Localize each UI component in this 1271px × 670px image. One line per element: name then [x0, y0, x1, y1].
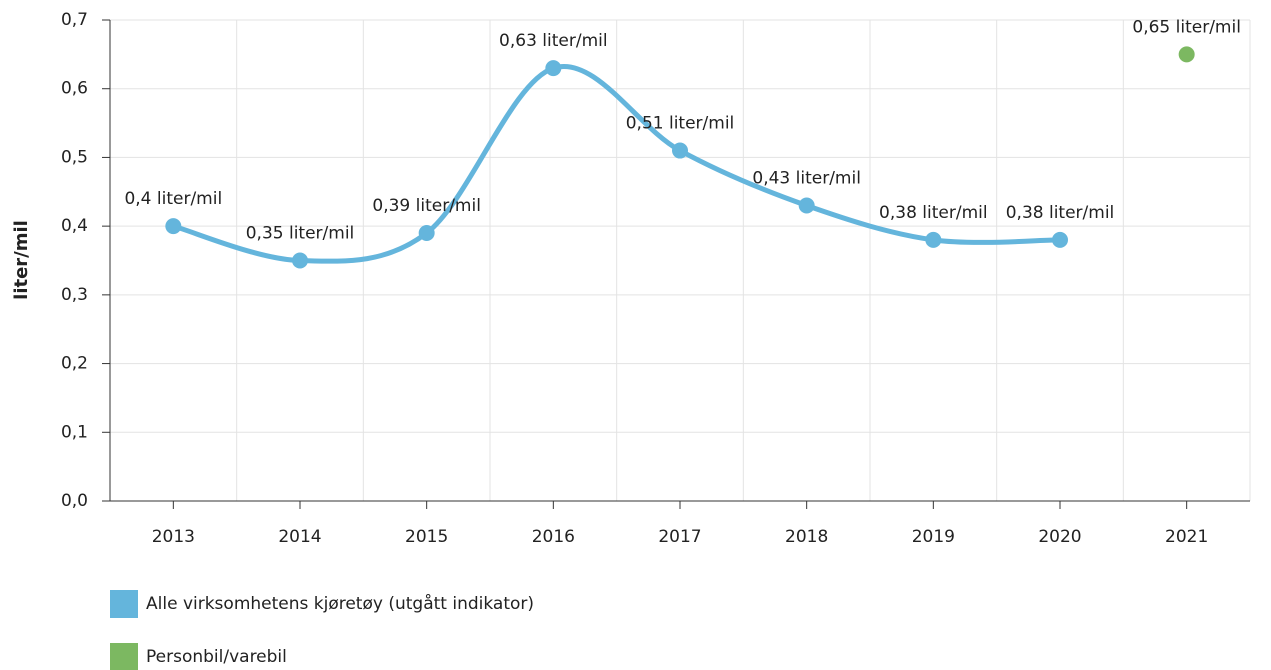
data-label: 0,4 liter/mil — [124, 189, 222, 209]
legend-swatch — [110, 590, 138, 618]
data-label: 0,63 liter/mil — [499, 31, 608, 51]
series-line — [172, 63, 1061, 264]
y-tick-label: 0,4 — [61, 216, 88, 236]
legend-label: Personbil/varebil — [146, 647, 287, 667]
data-point — [798, 197, 815, 214]
legend-label: Alle virksomhetens kjøretøy (utgått indi… — [146, 593, 534, 614]
y-tick-label: 0,1 — [61, 422, 88, 442]
y-tick-label: 0,3 — [61, 285, 88, 305]
x-tick-label: 2019 — [912, 527, 955, 547]
data-point — [292, 252, 308, 269]
data-label: 0,38 liter/mil — [1006, 203, 1115, 223]
x-tick-label: 2018 — [785, 527, 828, 547]
data-point — [418, 225, 435, 242]
x-tick-label: 2016 — [532, 527, 575, 547]
data-label: 0,43 liter/mil — [752, 169, 861, 189]
data-point — [1178, 46, 1195, 63]
y-tick-label: 0,7 — [61, 10, 88, 30]
data-point — [165, 218, 182, 235]
data-point — [545, 60, 562, 77]
x-tick-label: 2017 — [658, 527, 701, 547]
data-label: 0,38 liter/mil — [879, 203, 988, 223]
x-tick-label: 2020 — [1038, 527, 1081, 547]
y-tick-label: 0,2 — [61, 354, 88, 374]
data-label: 0,65 liter/mil — [1132, 17, 1241, 37]
y-axis-label: liter/mil — [11, 220, 32, 300]
data-point — [925, 231, 942, 248]
y-tick-label: 0,5 — [61, 147, 88, 167]
x-tick-label: 2014 — [278, 527, 321, 547]
data-point — [1052, 231, 1068, 248]
y-tick-label: 0,0 — [61, 491, 88, 511]
data-point — [672, 142, 688, 159]
x-tick-label: 2013 — [152, 527, 195, 547]
legend-swatch — [110, 643, 138, 670]
data-label: 0,39 liter/mil — [372, 196, 481, 216]
x-tick-label: 2021 — [1165, 527, 1208, 547]
y-tick-label: 0,6 — [61, 79, 88, 99]
data-label: 0,35 liter/mil — [246, 224, 355, 244]
data-label: 0,51 liter/mil — [626, 114, 735, 134]
x-tick-label: 2015 — [405, 527, 448, 547]
